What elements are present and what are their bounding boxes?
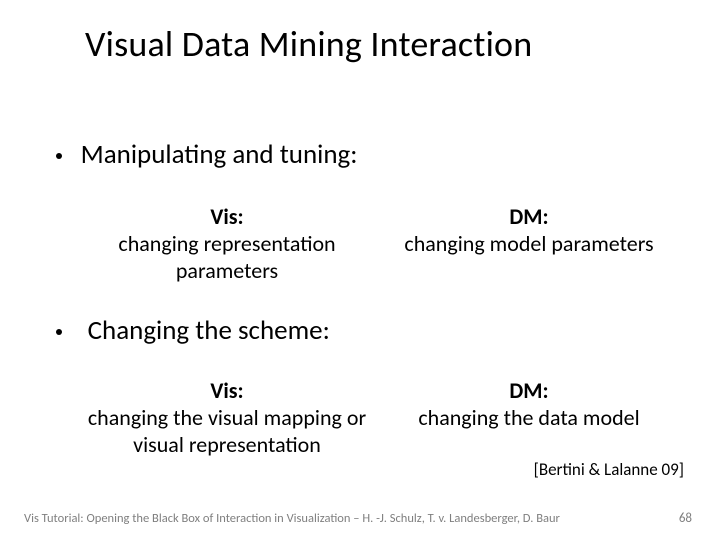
bullet-2: Changing the scheme: xyxy=(56,314,330,347)
section-1-vis: Vis: changing representation parameters xyxy=(76,204,378,284)
footer-text: Vis Tutorial: Opening the Black Box of I… xyxy=(24,511,560,526)
section-2-dm-text: changing the data model xyxy=(378,405,680,432)
section-1-vis-label: Vis: xyxy=(76,204,378,231)
section-1-columns: Vis: changing representation parameters … xyxy=(76,204,680,284)
page-number: 68 xyxy=(679,511,692,526)
section-2-columns: Vis: changing the visual mapping or visu… xyxy=(76,378,680,458)
section-1-dm-label: DM: xyxy=(378,204,680,231)
section-1-vis-text: changing representation parameters xyxy=(76,231,378,285)
section-2-dm: DM: changing the data model xyxy=(378,378,680,458)
bullet-1: Manipulating and tuning: xyxy=(56,138,357,171)
section-1-dm-text: changing model parameters xyxy=(378,231,680,258)
bullet-2-text: Changing the scheme: xyxy=(88,314,330,347)
bullet-1-text: Manipulating and tuning: xyxy=(81,138,358,171)
citation: [Bertini & Lalanne 09] xyxy=(534,459,684,480)
section-2-vis-label: Vis: xyxy=(76,378,378,405)
slide-container: Visual Data Mining Interaction Manipulat… xyxy=(0,0,720,540)
section-2-vis-text: changing the visual mapping or visual re… xyxy=(76,405,378,459)
section-2-dm-label: DM: xyxy=(378,378,680,405)
bullet-dot-icon xyxy=(56,153,62,159)
section-1-dm: DM: changing model parameters xyxy=(378,204,680,284)
page-title: Visual Data Mining Interaction xyxy=(85,22,700,66)
section-2-vis: Vis: changing the visual mapping or visu… xyxy=(76,378,378,458)
bullet-dot-icon xyxy=(56,329,62,335)
